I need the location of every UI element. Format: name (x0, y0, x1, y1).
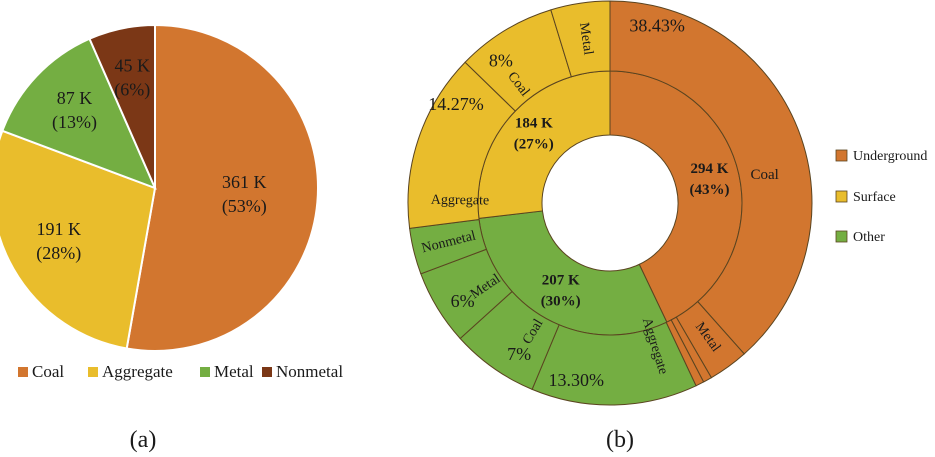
slice-percent-label: (28%) (36, 243, 81, 264)
pie-slice-coal (125, 23, 319, 352)
pie-slice-metal (1, 37, 157, 190)
legend-swatch-aggregate (88, 367, 98, 377)
outer-name-label: Coal (750, 167, 778, 183)
legend-label-nonmetal: Nonmetal (276, 362, 343, 381)
outer-percent-label: 13.30% (549, 370, 605, 390)
slice-value-label: 361 K (222, 172, 267, 192)
pie-slice-aggregate (0, 129, 157, 350)
outer-percent-label: 7% (507, 344, 531, 364)
inner-value-label: 207 K (542, 273, 580, 289)
legend-swatch-other (835, 230, 848, 243)
legend-b: Underground Surface Other (835, 149, 927, 245)
slice-value-label: 45 K (115, 56, 151, 76)
panel-label-b: (b) (606, 427, 634, 453)
legend-label-other: Other (853, 230, 885, 245)
sunburst-chart-b: 294 K (43%) 207 K (30%) 184 K (27%) Coal 38.43%… (407, 0, 813, 406)
pie-slice-nonmetal (88, 23, 156, 189)
outer-name-label: Aggregate (431, 193, 490, 209)
legend-swatch-nonmetal (262, 367, 272, 377)
panel-label-a: (a) (130, 427, 157, 453)
outer-segment-underground-coal (609, 0, 813, 355)
legend-swatch-metal (200, 367, 210, 377)
inner-value-label: 294 K (691, 161, 729, 177)
slice-percent-label: (13%) (52, 112, 97, 133)
inner-value-label: 184 K (515, 116, 553, 132)
legend-label-coal: Coal (32, 362, 64, 381)
legend-a: Coal Aggregate Metal Nonmetal (18, 362, 343, 381)
pie-chart-a: 361 K (53%) 191 K (28%) 87 K (13%) 45 K (6%) (0, 23, 319, 352)
legend-label-surface: Surface (853, 190, 896, 205)
legend-swatch-coal (18, 367, 28, 377)
outer-segment-other-aggregate (531, 321, 697, 406)
legend-label-aggregate: Aggregate (102, 362, 173, 381)
inner-percent-label: (43%) (689, 182, 729, 198)
outer-percent-label: 8% (489, 51, 513, 71)
inner-percent-label: (30%) (541, 294, 581, 310)
outer-percent-label: 6% (451, 291, 475, 311)
outer-segment-surface-metal (550, 0, 611, 78)
outer-percent-label: 38.43% (629, 15, 685, 35)
outer-percent-label: 14.27% (428, 94, 484, 114)
legend-label-underground: Underground (853, 149, 927, 164)
slice-percent-label: (53%) (222, 196, 267, 217)
legend-label-metal: Metal (214, 362, 254, 381)
inner-percent-label: (27%) (514, 137, 554, 153)
outer-name-label: Metal (576, 22, 596, 57)
slice-percent-label: (6%) (114, 80, 150, 101)
legend-swatch-underground (835, 149, 848, 162)
legend-swatch-surface (835, 190, 848, 203)
slice-value-label: 87 K (57, 88, 93, 108)
slice-value-label: 191 K (37, 219, 82, 239)
